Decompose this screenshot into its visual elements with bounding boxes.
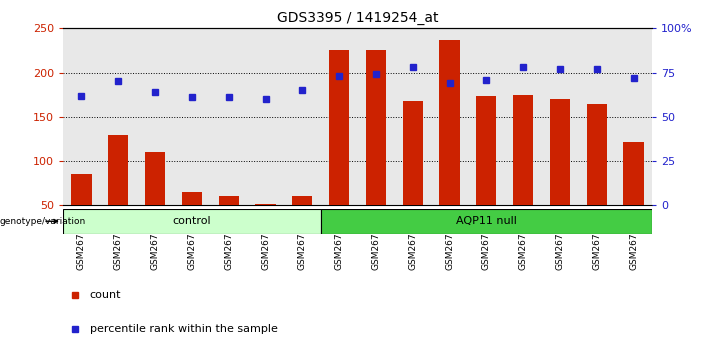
Bar: [402, 101, 423, 250]
Bar: [623, 142, 644, 250]
Bar: [63, 209, 320, 234]
Bar: [440, 40, 460, 250]
Bar: [329, 51, 349, 250]
Bar: [108, 135, 128, 250]
Text: genotype/variation: genotype/variation: [0, 217, 86, 226]
Bar: [587, 104, 607, 250]
Text: control: control: [172, 216, 211, 226]
Bar: [255, 204, 275, 250]
Text: AQP11 null: AQP11 null: [456, 216, 517, 226]
Bar: [145, 152, 165, 250]
Text: count: count: [90, 290, 121, 299]
Text: percentile rank within the sample: percentile rank within the sample: [90, 324, 278, 334]
Bar: [550, 99, 570, 250]
Bar: [366, 51, 386, 250]
Bar: [476, 97, 496, 250]
Bar: [320, 209, 652, 234]
Bar: [219, 196, 239, 250]
Bar: [72, 175, 92, 250]
Bar: [182, 192, 202, 250]
Title: GDS3395 / 1419254_at: GDS3395 / 1419254_at: [277, 11, 438, 24]
Bar: [292, 196, 313, 250]
Bar: [513, 95, 533, 250]
